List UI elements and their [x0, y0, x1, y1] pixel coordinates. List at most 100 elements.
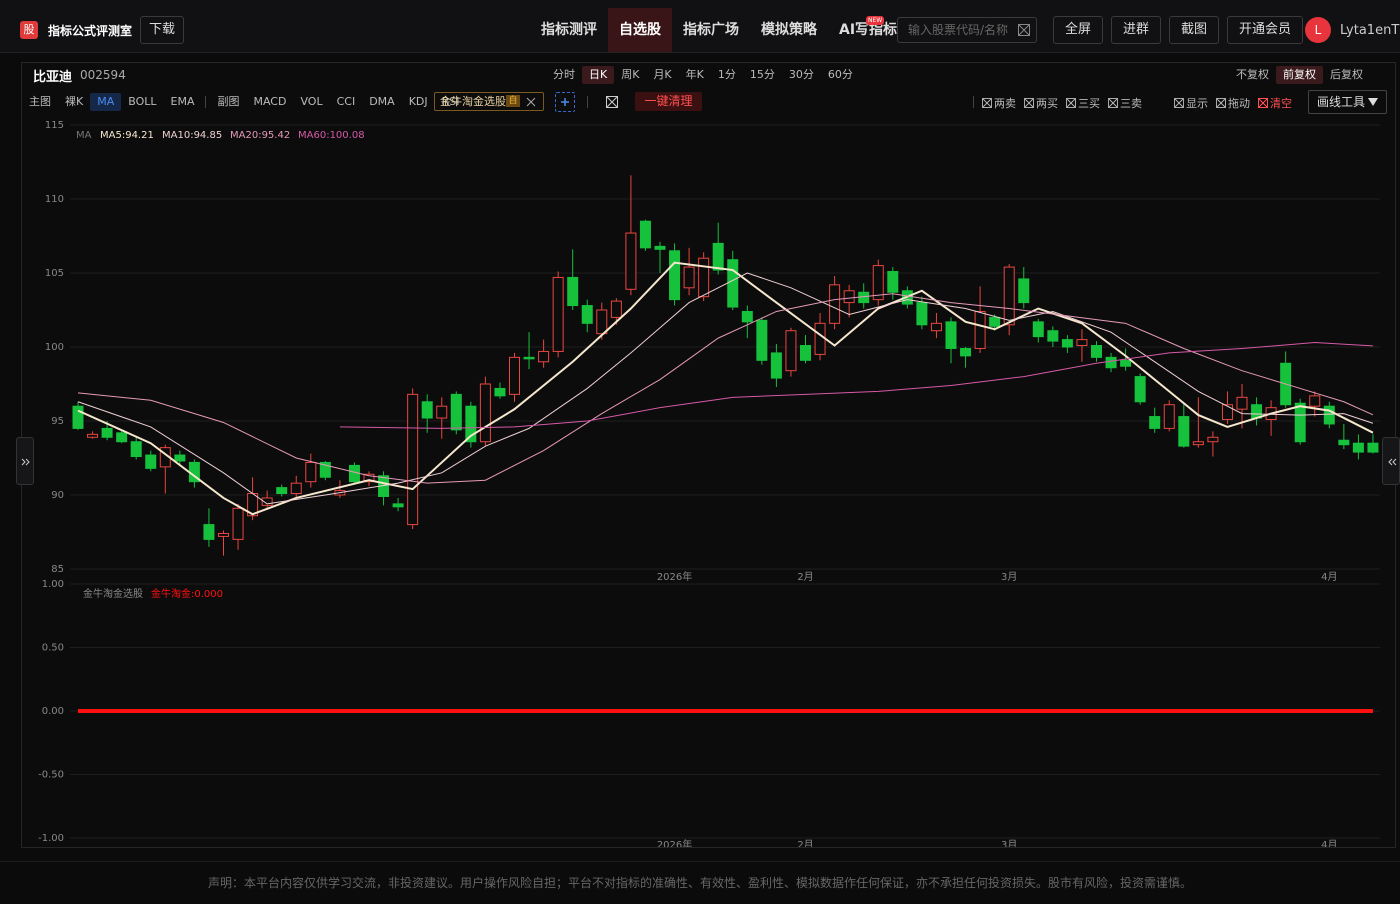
nav-tab[interactable]: AI写指标 [839, 22, 898, 38]
legend-entry: 金牛淘金:0.000 [151, 587, 223, 600]
candle-body [72, 405, 84, 429]
period-tab[interactable]: 月K [653, 68, 672, 81]
candle-body [523, 356, 535, 360]
checkbox[interactable] [982, 98, 992, 108]
sub-indicator[interactable]: RSI [441, 95, 460, 108]
search-icon[interactable] [1018, 24, 1030, 36]
header-button[interactable]: 截图 [1169, 16, 1220, 44]
adjust-tab[interactable]: 不复权 [1236, 68, 1269, 81]
ma-line [77, 293, 1374, 484]
ma-line [77, 272, 1374, 505]
y-tick-label: 105 [45, 268, 64, 279]
checkbox-option[interactable]: 显示 [1174, 95, 1208, 111]
sub-indicator[interactable]: KDJ [408, 95, 428, 108]
checkbox-option[interactable]: 两卖 [982, 95, 1016, 111]
header-button[interactable]: 开通会员 [1227, 16, 1304, 44]
adjust-tab[interactable]: 前复权 [1276, 66, 1323, 84]
plot-area: 85 90 95 100 105 110 115 2026年 2026年 2月 2月 3月 3月 4月 4月… [38, 120, 1380, 851]
checkbox-option[interactable]: 清空 [1258, 95, 1292, 111]
y-tick-label: 1.00 [42, 579, 64, 590]
y-tick-label: -0.50 [38, 770, 64, 781]
candle-body [1018, 278, 1030, 304]
candle-body [712, 242, 724, 271]
period-tab[interactable]: 15分 [749, 68, 775, 81]
avatar[interactable]: L [1305, 17, 1331, 43]
username[interactable]: Lyta1enT [1340, 23, 1400, 38]
sub-indicator[interactable]: MACD [253, 95, 287, 108]
x-tick-label: 3月 [1001, 571, 1017, 583]
sub-indicator[interactable]: CCI [336, 95, 356, 108]
candle-body [785, 330, 797, 372]
candle-body [800, 345, 811, 361]
site-title[interactable]: 指标公式评测室 [48, 24, 133, 38]
nav-tab[interactable]: 模拟策略 [761, 22, 817, 38]
download-button[interactable]: 下载 [140, 16, 184, 44]
screenshot-icon[interactable] [606, 96, 618, 108]
draw-tools-button[interactable]: 画线工具 [1308, 90, 1387, 114]
candle-body [363, 473, 375, 483]
header-button[interactable]: 全屏 [1053, 16, 1104, 44]
tag-close[interactable] [526, 97, 536, 107]
dropdown-arrow [1368, 98, 1378, 106]
period-tab[interactable]: 1分 [717, 68, 736, 81]
checkbox-option[interactable]: 拖动 [1216, 95, 1250, 111]
main-indicator[interactable]: BOLL [128, 95, 157, 108]
period-tabs: 分时 日K 周K 月K 年K 1分 15分 30分 60分 [546, 66, 860, 84]
period-tab[interactable]: 30分 [788, 68, 814, 81]
candle-body [1192, 441, 1204, 446]
candle-body [203, 524, 215, 540]
checkbox-option[interactable]: 两买 [1024, 95, 1058, 111]
period-tab[interactable]: 周K [621, 68, 640, 81]
candle-body [145, 454, 157, 469]
checkbox[interactable] [1174, 98, 1184, 108]
candle-body [596, 309, 608, 335]
clear-all-button[interactable]: 一键清理 [635, 92, 702, 111]
candle-body [392, 503, 404, 508]
tag-badge: 自 [506, 95, 520, 107]
x-tick-label: 2026年 [657, 838, 692, 851]
y-tick-label: 115 [45, 120, 64, 131]
checkbox[interactable] [1216, 98, 1226, 108]
period-tab[interactable]: 日K [582, 66, 615, 84]
nav-tab[interactable]: 自选股 [608, 8, 672, 52]
sub-indicator[interactable]: DMA [369, 95, 395, 108]
candle-body [916, 302, 928, 326]
nav-tab[interactable]: 指标广场 [683, 22, 739, 38]
logo[interactable]: 股 [20, 21, 38, 39]
add-indicator[interactable] [555, 92, 575, 112]
left-collapse[interactable] [16, 437, 34, 485]
nav-tab[interactable]: 指标测评 [541, 22, 597, 38]
candle-body [87, 433, 99, 438]
candle-body [610, 300, 622, 318]
candle-body [960, 347, 972, 357]
search-input[interactable]: 输入股票代码/名称 [897, 17, 1037, 43]
main-indicator[interactable]: EMA [170, 95, 195, 108]
checkbox[interactable] [1024, 98, 1034, 108]
checkbox[interactable] [1258, 98, 1268, 108]
right-collapse[interactable] [1382, 437, 1400, 485]
y-tick-label: 0.00 [42, 706, 64, 717]
period-tab[interactable]: 年K [685, 68, 704, 81]
period-tab[interactable]: 60分 [827, 68, 853, 81]
main-indicator[interactable]: MA [90, 93, 122, 111]
separator [205, 96, 207, 108]
checkbox[interactable] [1066, 98, 1076, 108]
sub-indicator[interactable]: VOL [300, 95, 323, 108]
y-tick-label: 95 [51, 416, 64, 427]
candle-body [261, 497, 273, 506]
period-tab[interactable]: 分时 [553, 68, 575, 81]
candle-body [1294, 402, 1306, 443]
checkbox-option[interactable]: 三买 [1066, 95, 1100, 111]
header-button[interactable]: 进群 [1111, 16, 1162, 44]
checkbox[interactable] [1108, 98, 1118, 108]
adjust-tab[interactable]: 后复权 [1330, 68, 1363, 81]
candle-body [669, 250, 681, 301]
checkbox-option[interactable]: 三卖 [1108, 95, 1142, 111]
candle-body [319, 461, 331, 478]
custom-indicator-tag[interactable]: 金牛淘金选股 [434, 92, 544, 111]
candle-body [101, 427, 113, 438]
main-indicator[interactable]: 裸K [65, 95, 84, 108]
candle-body [829, 284, 841, 324]
draw-tools-label: 画线工具 [1317, 95, 1366, 109]
